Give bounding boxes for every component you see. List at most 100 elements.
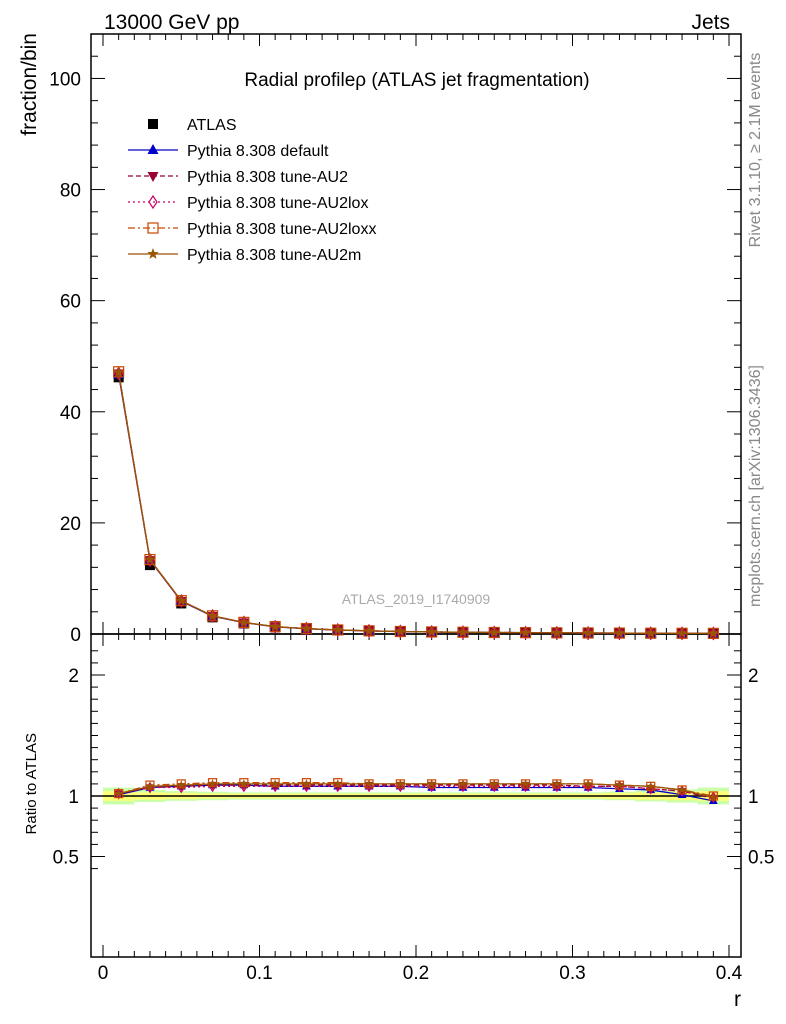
data-point <box>582 626 594 638</box>
data-point <box>208 780 217 793</box>
data-point <box>489 779 499 788</box>
data-point <box>614 626 625 641</box>
ratio-y-axis-title: Ratio to ATLAS <box>23 733 40 834</box>
data-point <box>551 626 563 638</box>
legend-entry: ATLAS <box>148 117 237 134</box>
data-point <box>147 222 159 234</box>
x-tick-label: 0 <box>98 963 109 984</box>
data-point <box>395 779 405 788</box>
legend-label: Pythia 8.308 tune-AU2 <box>187 169 348 186</box>
data-point <box>269 620 281 632</box>
data-point <box>427 779 437 788</box>
data-point <box>114 788 124 798</box>
data-point <box>521 780 530 793</box>
data-point <box>364 779 374 788</box>
axes: 0 0.1 0.2 0.3 0.4 0 20 40 60 80 100 0.5 0.5 1 1 2 2 <box>49 33 774 984</box>
data-point <box>333 779 343 788</box>
data-point <box>614 780 625 789</box>
rivet-version-label: Rivet 3.1.10, ≥ 2.1M events <box>747 53 764 248</box>
data-point <box>206 609 219 621</box>
main-y-tick-label: 60 <box>60 292 81 313</box>
x-tick-label: 0.4 <box>716 963 743 984</box>
data-point <box>708 792 718 802</box>
legend-entry: Pythia 8.308 tune-AU2loxx <box>128 221 376 238</box>
data-point <box>301 779 312 788</box>
data-point <box>520 625 531 640</box>
data-point <box>645 627 657 639</box>
legend-label: Pythia 8.308 tune-AU2loxx <box>187 221 376 238</box>
series-line <box>118 783 714 798</box>
data-point <box>707 627 720 639</box>
data-point <box>239 779 249 788</box>
ratio-y-tick-label-left: 0.5 <box>53 848 79 869</box>
data-point <box>583 779 593 788</box>
data-point <box>520 779 531 788</box>
legend-label: Pythia 8.308 tune-AU2lox <box>187 195 368 212</box>
data-point <box>457 626 469 638</box>
data-point <box>677 785 687 794</box>
data-point <box>583 625 593 641</box>
x-tick-label: 0.1 <box>246 963 272 984</box>
data-point <box>425 625 438 637</box>
ratio-panel-series <box>114 778 718 805</box>
data-point <box>677 626 687 641</box>
ratio-y-tick-label-left: 1 <box>68 787 79 808</box>
header-energy: 13000 GeV pp <box>104 11 239 34</box>
data-point <box>646 626 656 641</box>
data-point <box>490 780 499 793</box>
main-y-tick-label: 0 <box>70 625 81 646</box>
header-process: Jets <box>691 11 730 34</box>
data-point <box>459 780 467 793</box>
legend-label: Pythia 8.308 default <box>187 143 329 160</box>
data-point <box>332 623 344 635</box>
main-y-tick-label: 20 <box>60 514 81 535</box>
legend-entry: Pythia 8.308 tune-AU2 <box>128 169 348 186</box>
legend-entry: Pythia 8.308 tune-AU2m <box>128 247 361 264</box>
data-point <box>301 621 312 636</box>
series-line <box>118 372 714 635</box>
data-point <box>175 594 187 606</box>
data-point <box>427 780 436 793</box>
ratio-y-tick-label-right: 0.5 <box>748 848 774 869</box>
data-point <box>708 626 719 641</box>
ratio-y-tick-label-right: 1 <box>748 787 759 808</box>
data-point <box>270 779 280 788</box>
series-pythia-8-308-tune-au2m <box>112 366 720 639</box>
data-point <box>613 627 626 638</box>
series-line <box>118 785 714 798</box>
data-point <box>519 626 532 638</box>
ratio-y-tick-label-left: 2 <box>68 666 79 687</box>
data-point <box>302 780 311 793</box>
main-y-tick-label: 80 <box>60 181 81 202</box>
x-tick-label: 0.3 <box>559 963 585 984</box>
data-point <box>147 172 159 182</box>
analysis-label: ATLAS_2019_I1740909 <box>342 591 491 607</box>
legend-entry: Pythia 8.308 default <box>128 143 329 160</box>
data-point <box>552 780 561 793</box>
data-point <box>584 780 593 793</box>
data-point <box>709 791 718 804</box>
data-point <box>239 615 249 630</box>
data-point <box>458 779 468 788</box>
main-plot-title: Radial profileρ (ATLAS jet fragmentation… <box>244 70 589 91</box>
data-point <box>238 616 250 628</box>
data-point <box>114 787 123 800</box>
data-point <box>112 366 125 378</box>
main-y-axis-title: fraction/bin <box>18 33 41 136</box>
x-tick-label: 0.2 <box>403 963 429 984</box>
data-point <box>147 248 159 259</box>
data-point <box>333 780 342 793</box>
series-pythia-8-308-tune-au2m <box>114 779 718 802</box>
data-point <box>458 625 468 640</box>
data-point <box>676 627 688 639</box>
data-point <box>176 780 186 789</box>
data-point <box>426 624 437 640</box>
data-point <box>207 779 218 788</box>
data-point <box>364 623 374 638</box>
main-panel-series <box>112 366 720 641</box>
data-point <box>270 619 280 634</box>
data-point <box>239 780 248 793</box>
data-point <box>148 119 158 129</box>
data-point <box>396 780 405 793</box>
data-point <box>147 144 159 154</box>
